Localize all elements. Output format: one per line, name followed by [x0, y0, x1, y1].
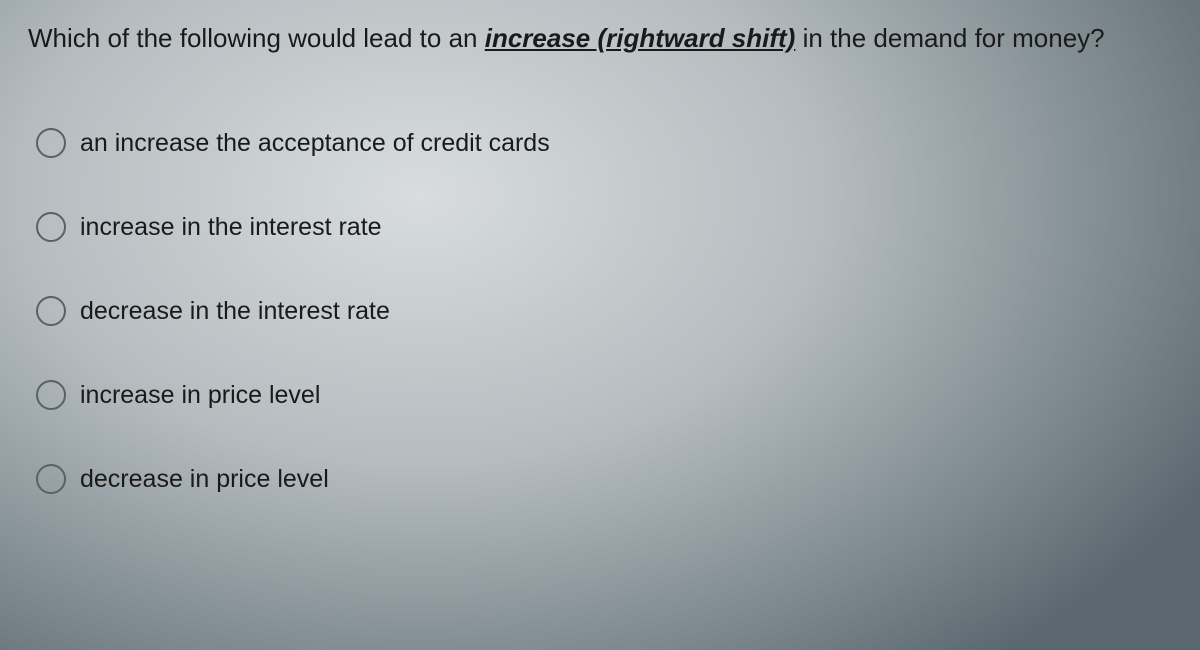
radio-icon[interactable] [36, 128, 66, 158]
question-post: in the demand for money? [795, 23, 1104, 53]
option-label: an increase the acceptance of credit car… [80, 129, 550, 158]
radio-icon[interactable] [36, 212, 66, 242]
option-credit-cards[interactable]: an increase the acceptance of credit car… [36, 128, 1172, 158]
options-group: an increase the acceptance of credit car… [28, 128, 1172, 494]
option-increase-interest[interactable]: increase in the interest rate [36, 212, 1172, 242]
option-label: increase in price level [80, 381, 320, 410]
option-label: decrease in price level [80, 465, 329, 494]
question-text: Which of the following would lead to an … [28, 18, 1172, 58]
option-label: increase in the interest rate [80, 213, 382, 242]
option-increase-price[interactable]: increase in price level [36, 380, 1172, 410]
radio-icon[interactable] [36, 464, 66, 494]
question-emphasis: increase (rightward shift) [485, 23, 796, 53]
radio-icon[interactable] [36, 296, 66, 326]
option-decrease-price[interactable]: decrease in price level [36, 464, 1172, 494]
option-label: decrease in the interest rate [80, 297, 390, 326]
option-decrease-interest[interactable]: decrease in the interest rate [36, 296, 1172, 326]
radio-icon[interactable] [36, 380, 66, 410]
question-pre: Which of the following would lead to an [28, 23, 485, 53]
